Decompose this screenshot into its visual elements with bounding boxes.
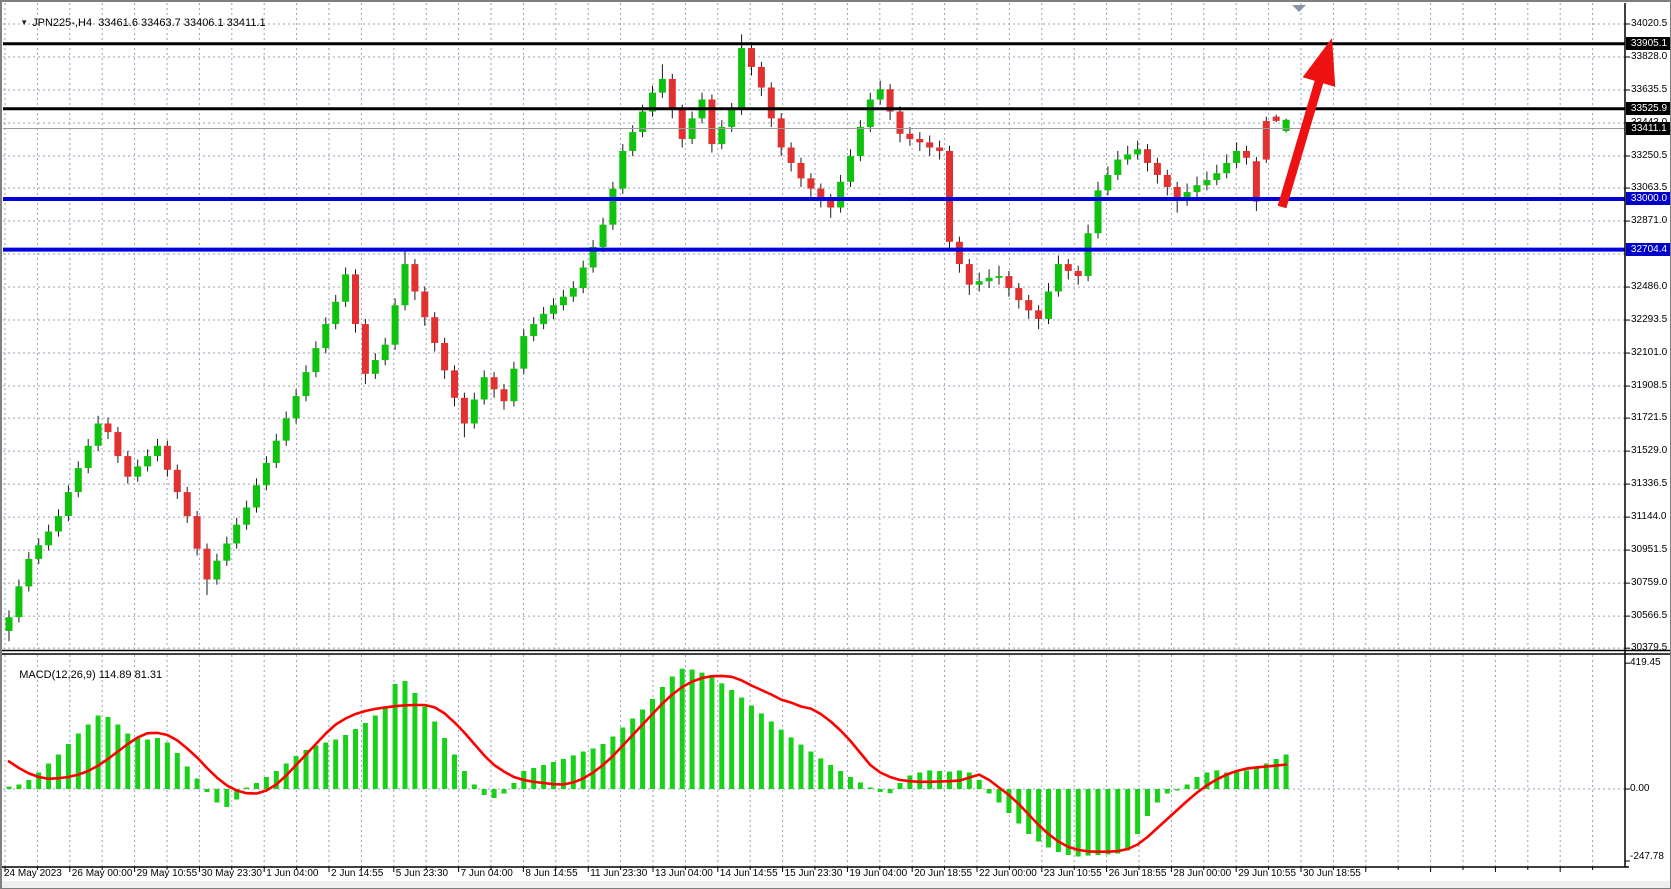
macd-main-value: 114.89 xyxy=(98,669,132,681)
macd-name: MACD(12,26,9) xyxy=(19,669,96,681)
trend-arrow-icon xyxy=(1302,38,1336,87)
symbol-ohlc-label: ▼ JPN225-,H4 33461.6 33463.7 33406.1 3341… xyxy=(8,5,266,41)
chart-shift-marker-icon[interactable] xyxy=(1292,5,1306,12)
symbol-ohlc-values: 33461.6 33463.7 33406.1 33411.1 xyxy=(98,17,266,29)
macd-signal-value: 81.31 xyxy=(134,669,163,681)
symbol-name: JPN225-,H4 xyxy=(32,17,93,29)
macd-indicator-label: MACD(12,26,9) 114.89 81.31 xyxy=(7,657,162,693)
chevron-down-icon: ▼ xyxy=(20,18,29,27)
